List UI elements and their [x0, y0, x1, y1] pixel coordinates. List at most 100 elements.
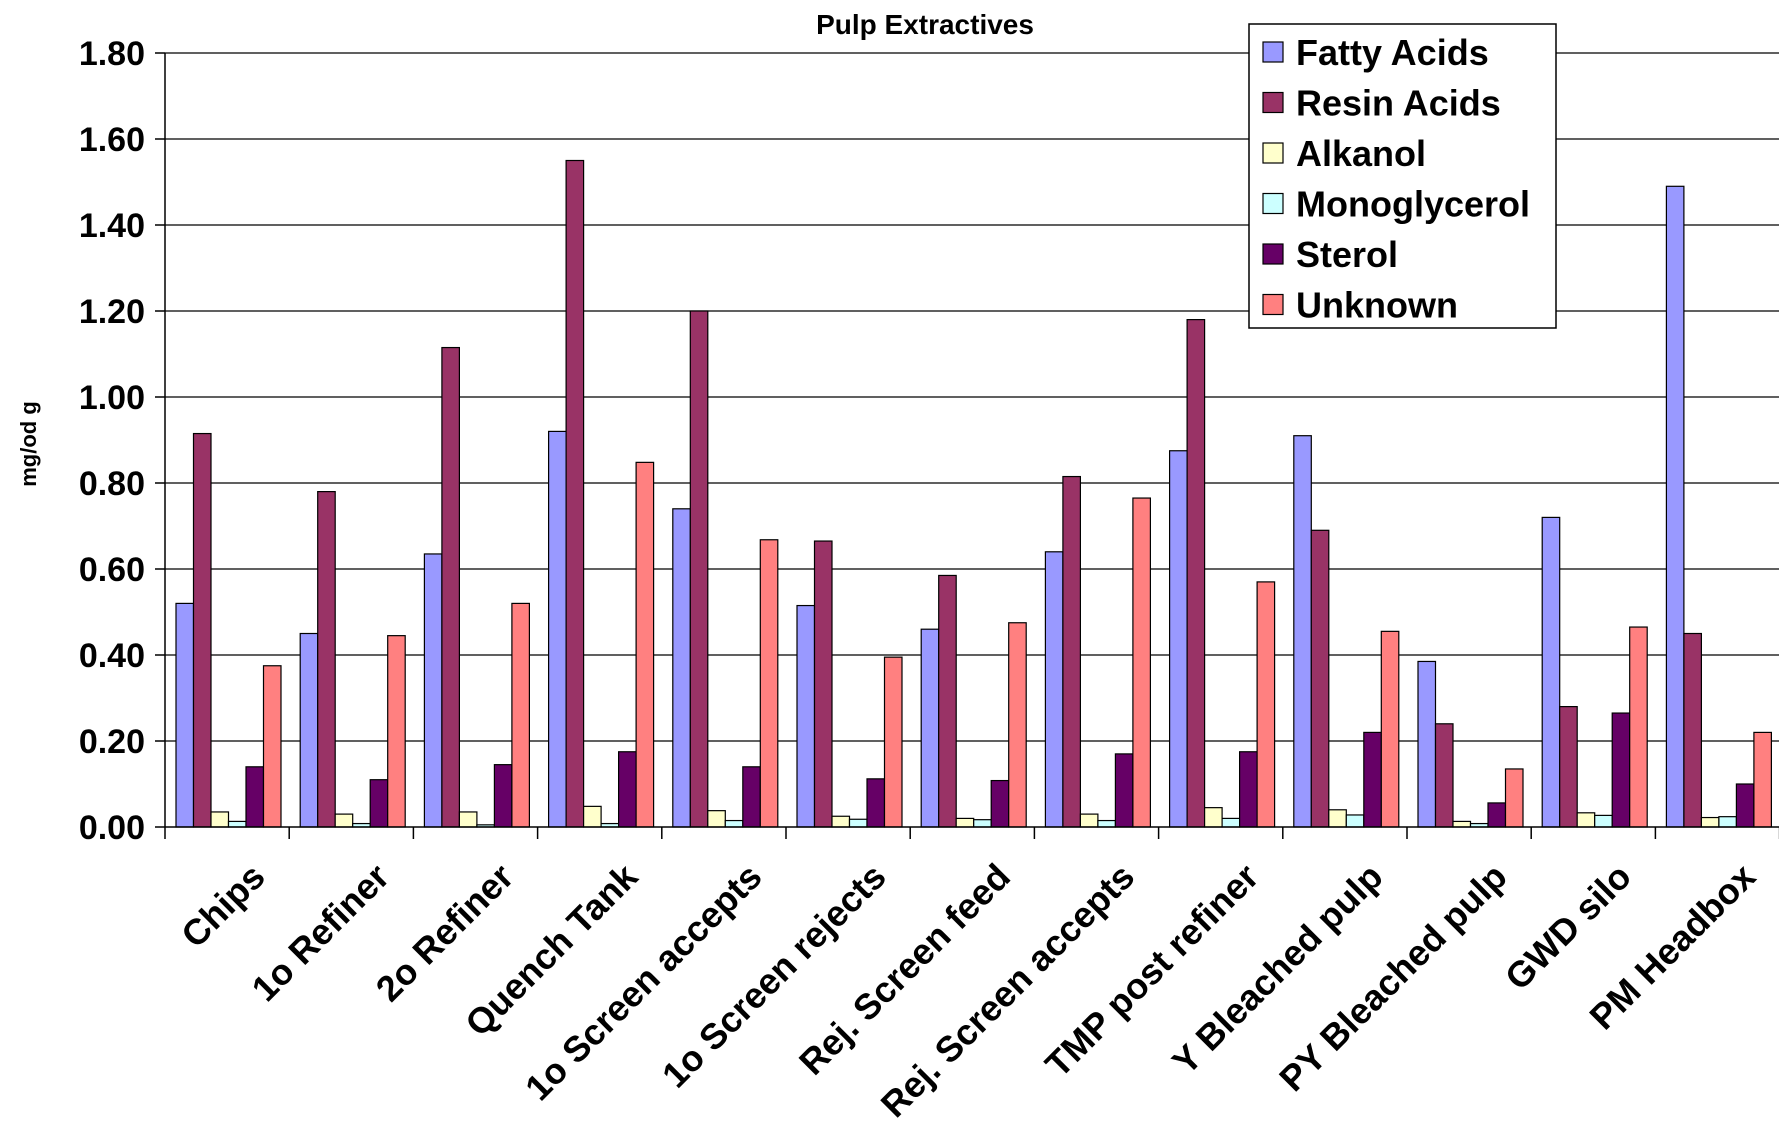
legend: Fatty Acids Resin Acids Alkanol Monoglycero…	[1248, 23, 1557, 329]
bar-resin-acids	[441, 346, 460, 828]
axes	[155, 52, 1779, 839]
bar-unknown	[759, 539, 779, 828]
bar-unknown	[883, 656, 903, 828]
bar-resin-acids	[1559, 705, 1578, 828]
bar-unknown	[1132, 497, 1152, 828]
bar-monoglycerol	[1718, 816, 1738, 828]
legend-label: Sterol	[1296, 234, 1398, 275]
bar-alkanol	[831, 815, 851, 828]
bar-monoglycerol	[227, 820, 247, 828]
legend-label: Fatty Acids	[1296, 32, 1489, 73]
legend-label: Alkanol	[1296, 133, 1426, 174]
bar-alkanol	[1328, 809, 1347, 828]
bar-resin-acids	[813, 540, 833, 828]
bar-unknown	[1008, 622, 1027, 828]
bar-resin-acids	[565, 159, 585, 828]
bar-fatty-acids	[175, 602, 195, 828]
bar-resin-acids	[1062, 475, 1082, 828]
bar-resin-acids	[1186, 319, 1206, 828]
bar-resin-acids	[938, 574, 957, 828]
bar-resin-acids	[317, 491, 336, 828]
y-tick-label: 0.80	[79, 465, 145, 503]
bar-monoglycerol	[973, 819, 992, 828]
bar-unknown	[1380, 630, 1400, 828]
bar-alkanol	[334, 813, 354, 828]
bar-sterol	[245, 766, 265, 828]
y-tick-label: 1.40	[79, 207, 145, 245]
bar-sterol	[1363, 731, 1382, 828]
legend-swatch	[1262, 243, 1284, 265]
y-tick-label: 1.80	[79, 35, 145, 73]
legend-swatch	[1262, 293, 1284, 316]
legend-label: Unknown	[1296, 285, 1458, 326]
y-tick-label: 0.60	[79, 551, 145, 589]
bar-fatty-acids	[299, 632, 319, 828]
legend-swatch	[1262, 142, 1284, 164]
y-tick-label: 1.00	[79, 379, 145, 417]
bar-alkanol	[1576, 812, 1596, 828]
bar-alkanol	[1203, 807, 1223, 828]
bar-unknown	[1256, 581, 1276, 828]
bar-unknown	[1504, 768, 1524, 828]
legend-swatch	[1262, 41, 1284, 63]
bar-fatty-acids	[1168, 450, 1188, 828]
bar-sterol	[990, 779, 1010, 828]
legend-swatch	[1262, 91, 1284, 114]
bar-sterol	[493, 764, 513, 828]
y-tick-label: 0.20	[79, 723, 145, 761]
bar-sterol	[1487, 802, 1507, 828]
y-tick-labels: 0.00 0.20 0.40 0.60 0.80 1.00 1.20 1.40 1.60 1.80	[79, 35, 145, 847]
y-tick-label: 1.20	[79, 293, 145, 331]
bar-sterol	[1114, 753, 1134, 828]
bar-resin-acids	[689, 310, 709, 828]
y-tick-label: 0.40	[79, 637, 145, 675]
bar-monoglycerol	[1345, 814, 1365, 828]
y-axis-label: mg/od g	[16, 401, 41, 487]
bar-sterol	[1735, 783, 1755, 828]
bar-fatty-acids	[1665, 185, 1685, 828]
bar-sterol	[369, 779, 389, 828]
bar-monoglycerol	[724, 819, 744, 828]
bar-alkanol	[458, 811, 478, 828]
bar-fatty-acids	[1044, 551, 1064, 828]
bar-sterol	[617, 751, 637, 828]
bar-alkanol	[1452, 820, 1472, 828]
bar-alkanol	[1700, 816, 1720, 828]
bar-resin-acids	[192, 432, 212, 828]
bar-alkanol	[1079, 813, 1099, 828]
bar-fatty-acids	[796, 604, 816, 828]
bar-monoglycerol	[1221, 817, 1241, 828]
legend-label: Monoglycerol	[1296, 184, 1530, 225]
bar-resin-acids	[1310, 529, 1330, 828]
bar-fatty-acids	[1293, 435, 1312, 828]
bar-alkanol	[210, 811, 230, 828]
bar-monoglycerol	[848, 818, 868, 828]
bar-fatty-acids	[1541, 516, 1561, 828]
bar-alkanol	[707, 810, 726, 828]
legend-swatch	[1262, 192, 1284, 215]
bar-unknown	[1629, 626, 1648, 828]
legend-box	[1248, 23, 1557, 329]
chart-title: Pulp Extractives	[816, 9, 1034, 40]
bar-fatty-acids	[920, 628, 940, 828]
bar-unknown	[262, 665, 282, 828]
bar-monoglycerol	[1097, 819, 1117, 828]
bar-alkanol	[582, 805, 602, 828]
bar-unknown	[511, 602, 530, 828]
bar-unknown	[1753, 731, 1773, 828]
bar-sterol	[1238, 751, 1258, 828]
bar-unknown	[635, 461, 655, 828]
bar-fatty-acids	[1417, 660, 1437, 828]
bar-resin-acids	[1683, 632, 1703, 828]
bar-unknown	[387, 635, 406, 828]
bar-sterol	[1611, 712, 1631, 828]
bar-monoglycerol	[1594, 814, 1613, 828]
legend-label: Resin Acids	[1296, 83, 1501, 124]
bar-fatty-acids	[672, 508, 691, 828]
bar-sterol	[866, 778, 886, 828]
bar-resin-acids	[1434, 723, 1454, 828]
y-tick-label: 1.60	[79, 121, 145, 159]
bar-alkanol	[955, 817, 975, 828]
bar-fatty-acids	[423, 553, 443, 828]
